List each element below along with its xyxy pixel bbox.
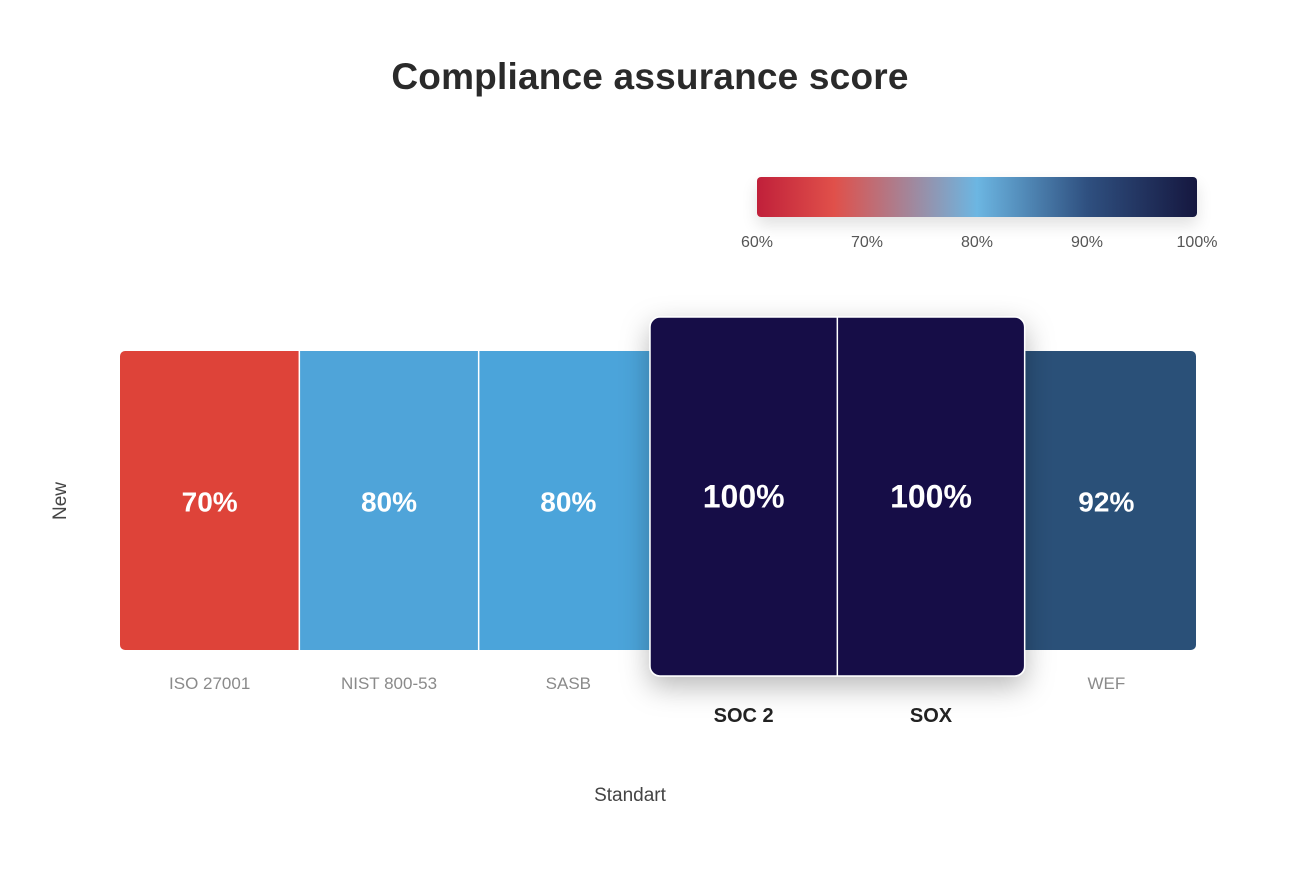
x-axis-label: Standart [594, 785, 666, 806]
color-scale-bar [757, 177, 1197, 217]
x-tick-label: SOX [910, 705, 953, 727]
x-tick-label: ISO 27001 [169, 674, 250, 693]
legend-tick-label: 100% [1176, 234, 1218, 251]
y-axis-label: New [50, 481, 71, 521]
legend-tick-label: 70% [850, 234, 884, 251]
x-tick-label: NIST 800-53 [341, 674, 437, 693]
x-tick-label: WEF [1087, 674, 1125, 693]
cell-value-label: 92% [1078, 487, 1134, 518]
cell-value-label: 100% [890, 479, 972, 515]
heatmap-cell [120, 351, 300, 650]
cell-value-label: 80% [540, 487, 596, 518]
heatmap-cell [478, 351, 658, 650]
legend-tick-label: 90% [1070, 234, 1104, 251]
cell-value-label: 70% [182, 487, 238, 518]
heatmap-cell [1016, 351, 1196, 650]
x-tick-label: SOC 2 [714, 705, 774, 727]
heatmap-cell [299, 351, 479, 650]
cell-value-label: 80% [361, 487, 417, 518]
x-tick-label: SASB [546, 674, 591, 693]
legend-tick-label: 60% [740, 234, 774, 251]
chart-title: Compliance assurance score [391, 56, 909, 97]
legend-tick-label: 80% [960, 234, 994, 251]
cell-value-label: 100% [703, 479, 785, 515]
